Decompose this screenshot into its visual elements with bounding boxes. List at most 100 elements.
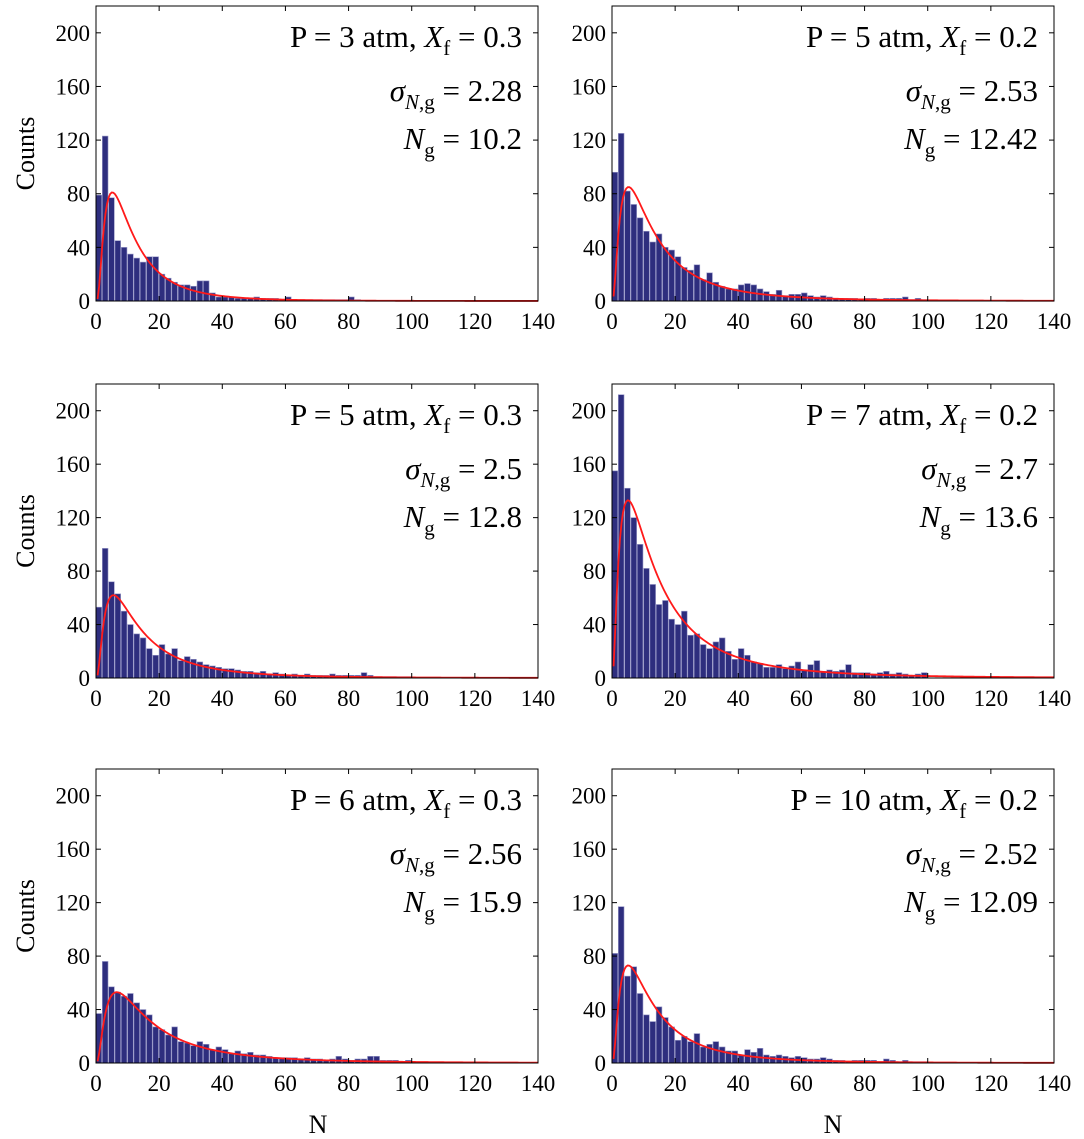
histogram-bar [655, 604, 663, 679]
histogram-bar [693, 264, 701, 302]
histogram-bar [700, 1046, 707, 1064]
histogram-bar [184, 1042, 191, 1064]
axes-box [611, 768, 1055, 1064]
axes-box [95, 768, 539, 1064]
x-tick-label: 140 [521, 686, 556, 711]
x-tick-label: 80 [853, 686, 876, 711]
histogram-bar [712, 1041, 720, 1064]
x-tick-label: 60 [790, 309, 813, 334]
histogram-bar [668, 618, 675, 679]
y-tick-label: 80 [67, 559, 90, 584]
histogram-bar [221, 296, 229, 302]
histogram-bar [209, 1049, 216, 1064]
histogram-bar [152, 256, 159, 302]
histogram-bar [643, 230, 650, 302]
x-tick-label: 0 [606, 686, 618, 711]
histogram-bar [662, 600, 669, 679]
histogram-bar [630, 966, 637, 1064]
x-tick-label: 20 [148, 686, 171, 711]
histogram-bar [643, 1014, 650, 1064]
y-tick-label: 120 [56, 891, 91, 916]
annotation-ng: Ng = 12.09 [903, 884, 1038, 925]
y-axis-label: Counts [11, 117, 40, 191]
histogram-bar [234, 1050, 241, 1064]
histogram-bar [630, 517, 637, 679]
panels: 0 20 40 60 80 100 120 14004080120160200CountsP … [11, 5, 1072, 1096]
annotation-pressure-xf: P = 5 atm, Xf = 0.3 [290, 397, 522, 438]
axes-box [611, 5, 1055, 302]
histogram-bar [731, 658, 738, 679]
histogram-bar [674, 624, 682, 679]
x-tick-label: 100 [394, 1071, 429, 1096]
y-tick-label: 120 [572, 128, 607, 153]
x-tick-label: 120 [458, 309, 493, 334]
y-tick-label: 0 [79, 289, 91, 314]
histogram-bar [763, 291, 770, 302]
histogram-bar [171, 648, 178, 679]
y-tick-label: 160 [572, 74, 607, 99]
histogram-bar [636, 993, 644, 1064]
histogram-bar [152, 1026, 159, 1064]
histogram-bar [649, 584, 656, 679]
histogram-bar [127, 624, 134, 679]
histogram-bar [133, 1002, 140, 1064]
histogram-bar [127, 253, 134, 302]
y-tick-label: 80 [583, 559, 606, 584]
y-tick-label: 0 [79, 666, 91, 691]
y-tick-label: 120 [572, 506, 607, 531]
histogram-bar [636, 544, 644, 679]
x-tick-label: 20 [664, 1071, 687, 1096]
annotation-pressure-xf: P = 7 atm, Xf = 0.2 [806, 397, 1038, 438]
histogram-bar [114, 991, 121, 1064]
y-tick-label: 40 [67, 235, 90, 260]
histogram-bar [177, 660, 185, 679]
histogram-bar [693, 633, 701, 679]
histogram-bar [120, 610, 128, 679]
histogram-bar [706, 272, 713, 302]
histogram-bar [171, 1026, 178, 1064]
histogram-bar [668, 1026, 675, 1064]
histogram-bar [649, 241, 656, 302]
histogram-bar [108, 197, 115, 302]
histogram-panel-middle-right: 0 20 40 60 80 100 120 140 0 40 80 120 160 200 P = 7 at… [572, 383, 1071, 711]
annotation-pressure-xf: P = 6 atm, Xf = 0.3 [290, 782, 522, 823]
histogram-bar [146, 648, 153, 679]
x-tick-label: 100 [910, 1071, 945, 1096]
histogram-bar [643, 568, 650, 679]
y-tick-label: 40 [583, 613, 606, 638]
histogram-bar [737, 284, 745, 302]
histogram-bar [719, 1046, 726, 1064]
x-tick-label: 0 [90, 309, 102, 334]
histogram-bar [114, 240, 121, 302]
annotation-ng: Ng = 10.2 [403, 121, 522, 162]
x-tick-label: 60 [274, 686, 297, 711]
histogram-bar [196, 1041, 204, 1064]
x-tick-label: 40 [727, 309, 750, 334]
x-tick-label: 20 [148, 1071, 171, 1096]
histogram-bar [719, 285, 726, 302]
x-tick-label: 60 [274, 309, 297, 334]
x-tick-label: 80 [337, 1071, 360, 1096]
histogram-bar [120, 995, 128, 1064]
histogram-bar [215, 1046, 222, 1064]
x-tick-label: 140 [1037, 1071, 1072, 1096]
x-tick-label: 60 [274, 1071, 297, 1096]
histogram-bar [184, 656, 191, 679]
x-tick-label: 120 [458, 1071, 493, 1096]
y-tick-label: 0 [79, 1051, 91, 1076]
x-tick-label: 140 [1037, 309, 1072, 334]
y-tick-label: 200 [572, 784, 607, 809]
histogram-bar [662, 1017, 669, 1064]
x-tick-label: 120 [974, 309, 1009, 334]
histogram-bar [165, 653, 172, 679]
x-tick-label: 140 [521, 309, 556, 334]
histogram-bar [737, 648, 745, 679]
x-tick-label: 40 [211, 309, 234, 334]
histogram-bar [769, 1056, 776, 1064]
histogram-bar [190, 285, 197, 302]
annotation-sigma: σN,g = 2.56 [390, 836, 522, 877]
y-axis-label: Counts [11, 494, 40, 568]
x-tick-label: 0 [606, 309, 618, 334]
y-tick-label: 160 [56, 452, 91, 477]
